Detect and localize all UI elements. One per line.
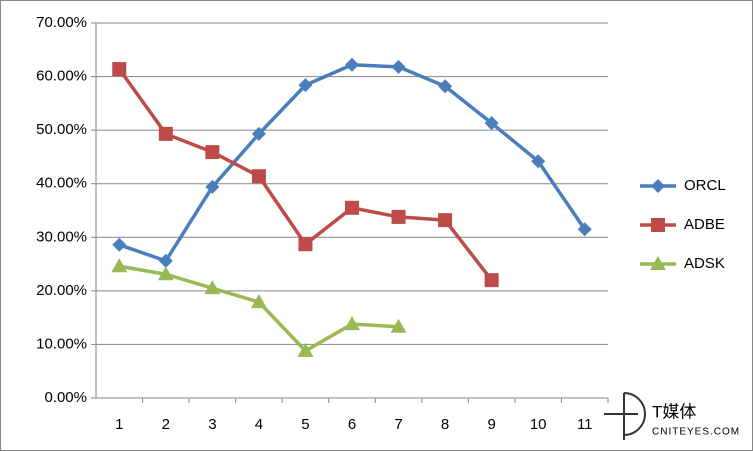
data-point bbox=[390, 318, 407, 333]
data-point bbox=[345, 200, 359, 215]
y-tick-label: 40.00% bbox=[36, 175, 87, 192]
data-point bbox=[157, 266, 174, 281]
legend-marker bbox=[651, 179, 665, 193]
data-point bbox=[204, 280, 221, 295]
data-point bbox=[577, 222, 592, 237]
y-tick-label: 30.00% bbox=[36, 228, 87, 245]
data-point bbox=[112, 237, 127, 252]
x-tick-label: 5 bbox=[301, 416, 309, 433]
x-tick-label: 7 bbox=[394, 416, 402, 433]
data-point bbox=[297, 342, 314, 357]
data-point bbox=[158, 253, 173, 268]
x-tick-label: 10 bbox=[530, 416, 547, 433]
data-point bbox=[158, 126, 173, 141]
data-point bbox=[205, 145, 220, 160]
data-point bbox=[251, 126, 266, 141]
data-point bbox=[298, 78, 313, 93]
data-point bbox=[251, 169, 266, 184]
data-point bbox=[531, 154, 546, 169]
data-point bbox=[484, 273, 499, 288]
watermark-site: CNITEYES.COM bbox=[652, 427, 740, 438]
data-point bbox=[112, 62, 127, 77]
x-tick-label: 3 bbox=[208, 416, 216, 433]
data-point bbox=[298, 237, 313, 252]
legend-marker bbox=[650, 256, 666, 270]
data-point bbox=[438, 79, 453, 94]
y-tick-label: 10.00% bbox=[36, 335, 87, 352]
legend-label: ADBE bbox=[684, 216, 725, 233]
data-point bbox=[484, 116, 499, 131]
x-tick-label: 9 bbox=[487, 416, 495, 433]
watermark-name: T媒体 bbox=[652, 402, 696, 421]
data-point bbox=[391, 209, 406, 224]
data-point bbox=[438, 213, 453, 228]
x-tick-label: 8 bbox=[441, 416, 449, 433]
data-point bbox=[345, 57, 359, 72]
x-tick-label: 11 bbox=[577, 416, 593, 433]
data-point bbox=[391, 59, 406, 74]
x-tick-label: 1 bbox=[115, 416, 123, 433]
y-tick-label: 20.00% bbox=[36, 282, 87, 299]
y-tick-label: 60.00% bbox=[36, 68, 87, 85]
y-tick-label: 0.00% bbox=[44, 389, 87, 406]
x-tick-label: 6 bbox=[348, 416, 356, 433]
legend-marker bbox=[651, 218, 665, 232]
watermark-logo bbox=[604, 392, 646, 440]
data-point bbox=[344, 316, 360, 331]
legend-label: ORCL bbox=[684, 177, 726, 194]
x-tick-label: 4 bbox=[255, 416, 263, 433]
data-point bbox=[205, 179, 220, 194]
data-point bbox=[111, 258, 128, 273]
legend-label: ADSK bbox=[684, 255, 725, 272]
y-tick-label: 50.00% bbox=[36, 121, 87, 138]
data-point bbox=[250, 294, 267, 309]
x-tick-label: 2 bbox=[162, 416, 170, 433]
y-tick-label: 70.00% bbox=[36, 14, 87, 31]
